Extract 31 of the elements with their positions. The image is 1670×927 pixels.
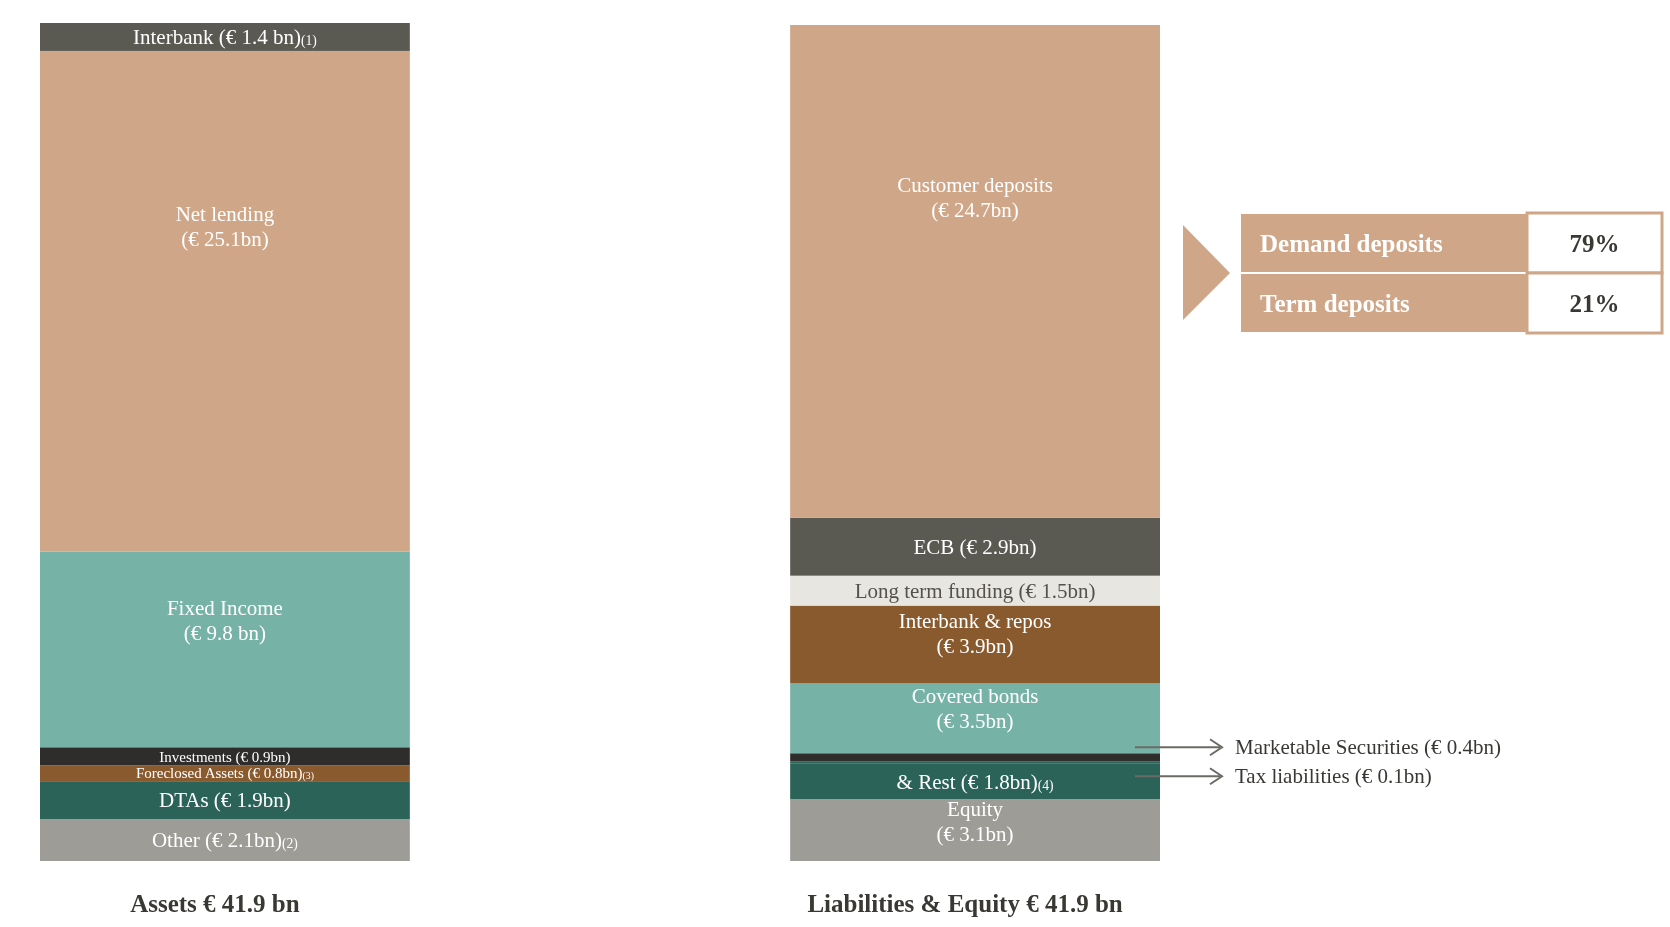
x-tick-label: Liabilities & Equity € 41.9 bn [807, 890, 1123, 917]
data-label: (€ 24.7bn) [931, 198, 1019, 223]
text: ECB (€ 2.9bn) [913, 535, 1037, 560]
text: Foreclosed Assets (€ 0.8bn) [135, 765, 303, 782]
text: Other (€ 2.1bn) [151, 828, 282, 853]
text: (1) [300, 33, 317, 49]
series-label: Net lending [175, 201, 275, 226]
text: (3) [302, 770, 314, 782]
annotation: Demand deposits [1260, 230, 1443, 257]
series-label: Fixed Income [166, 595, 283, 620]
series-label: Interbank & repos [898, 608, 1052, 633]
deposit-table: Demand deposits 79% Term deposits 21% [1183, 211, 1664, 335]
text: Long term funding (€ 1.5bn) [854, 579, 1096, 603]
annotation: Term deposits [1260, 290, 1411, 317]
series-label: Customer deposits [897, 173, 1053, 198]
text: Interbank (€ 1.4 bn) [132, 25, 301, 50]
text: Marketable Securities (€ 0.4bn) [1235, 735, 1501, 760]
data-label: (€ 25.1bn) [181, 227, 269, 252]
text: (2) [281, 836, 298, 852]
data-label: (€ 3.5bn) [936, 708, 1014, 733]
series-label: Equity [947, 796, 1004, 821]
text: & Rest (€ 1.8bn) [896, 769, 1038, 794]
data-label: (€ 3.1bn) [936, 821, 1014, 846]
text: DTAs (€ 1.9bn) [158, 788, 291, 813]
series-label: Covered bonds [911, 683, 1039, 708]
text: Investments (€ 0.9bn) [159, 748, 291, 765]
data-label: (€ 3.9bn) [936, 633, 1014, 658]
x-tick-label: Assets € 41.9 bn [130, 890, 300, 917]
data-label: (€ 9.8 bn) [183, 621, 267, 646]
text: Tax liabilities (€ 0.1bn) [1235, 764, 1432, 789]
text: (4) [1037, 777, 1054, 793]
